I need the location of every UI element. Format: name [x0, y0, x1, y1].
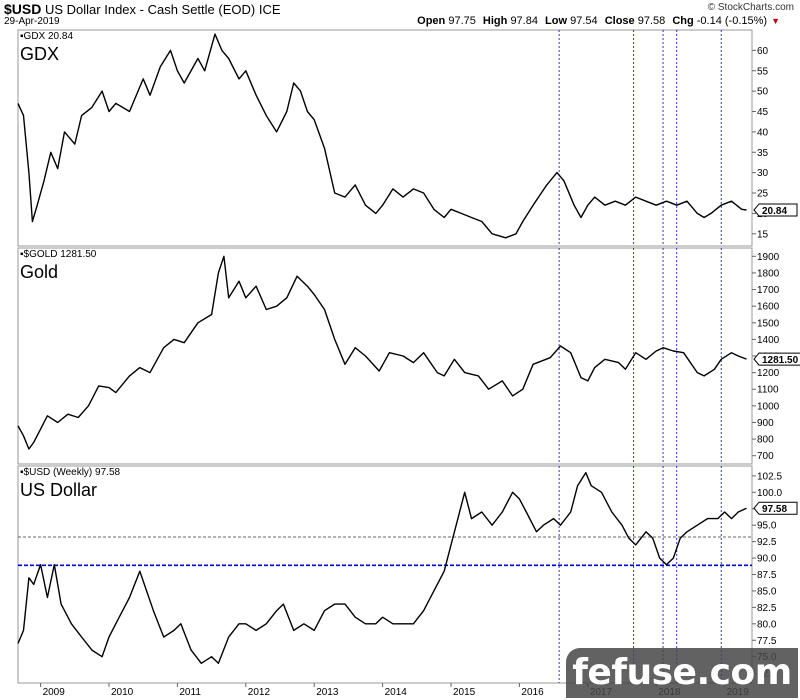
y-tick-label: 800: [757, 435, 774, 446]
price-series-line: [17, 33, 747, 239]
y-tick-label: 87.5: [757, 570, 777, 581]
y-tick-label: 77.5: [757, 636, 777, 647]
y-tick-label: 1400: [757, 335, 780, 346]
last-value-tag: [753, 352, 800, 366]
y-tick-label: 80.0: [757, 619, 777, 630]
panel-frame: [17, 247, 753, 465]
y-tick-label: 35: [757, 148, 769, 159]
high-value: 97.84: [510, 15, 538, 27]
y-tick-label: 25: [757, 189, 769, 200]
y-tick-label: 30: [757, 168, 769, 179]
y-tick-label: 95.0: [757, 521, 777, 532]
low-label: Low: [545, 15, 568, 27]
chart-date: 29-Apr-2019: [4, 16, 60, 27]
open-label: Open: [417, 15, 446, 27]
y-tick-label: 100.0: [757, 488, 782, 499]
panel-label: Gold: [20, 262, 58, 282]
y-tick-label: 1100: [757, 385, 779, 396]
instrument-name: US Dollar Index - Cash Settle (EOD): [44, 2, 256, 17]
y-tick-label: 1600: [757, 302, 780, 313]
y-tick-label: 40: [757, 127, 769, 138]
last-value-tag: [753, 501, 798, 515]
y-tick-label: 90.0: [757, 554, 777, 565]
chg-label: Chg: [672, 15, 694, 27]
y-tick-label: 82.5: [757, 603, 777, 614]
y-tick-label: 60: [757, 46, 769, 57]
y-tick-label: 1200: [757, 368, 780, 379]
panel-label: US Dollar: [20, 480, 97, 500]
watermark-badge: fefuse.com: [566, 648, 798, 698]
low-value: 97.54: [570, 15, 598, 27]
x-tick-label: 2013: [316, 687, 339, 698]
x-tick-label: 2016: [521, 687, 544, 698]
last-value-label: 97.58: [762, 504, 787, 515]
price-series-line: [17, 255, 747, 450]
y-tick-label: 1900: [757, 252, 780, 263]
exchange: ICE: [258, 2, 281, 17]
close-value: 97.58: [637, 15, 666, 27]
y-tick-label: 92.5: [757, 537, 777, 548]
watermark-text: fefuse.com: [572, 652, 792, 693]
panel-label: GDX: [20, 44, 59, 64]
open-value: 97.75: [448, 15, 476, 27]
y-tick-label: 1700: [757, 285, 780, 296]
high-label: High: [482, 15, 508, 27]
chg-value: -0.14 (-0.15%): [696, 15, 768, 27]
y-tick-label: 45: [757, 107, 769, 118]
last-value-tag: [753, 203, 798, 217]
panel-legend: ▪$GOLD 1281.50: [20, 249, 97, 260]
y-tick-label: 15: [757, 229, 769, 240]
last-value-label: 20.84: [762, 206, 787, 217]
x-tick-label: 2014: [385, 687, 408, 698]
brand-credit: © StockCharts.com: [707, 2, 794, 13]
panel-legend: ▪$USD (Weekly) 97.58: [20, 467, 121, 478]
y-tick-label: 1800: [757, 268, 780, 279]
last-value-label: 1281.50: [762, 355, 799, 366]
x-tick-label: 2009: [43, 687, 66, 698]
y-tick-label: 55: [757, 66, 769, 77]
x-tick-label: 2011: [179, 687, 201, 698]
price-series-line: [17, 471, 747, 664]
y-tick-label: 85.0: [757, 586, 777, 597]
y-tick-label: 102.5: [757, 471, 782, 482]
close-label: Close: [604, 15, 635, 27]
x-tick-label: 2012: [248, 687, 271, 698]
y-tick-label: 1500: [757, 318, 780, 329]
down-arrow-icon: ▼: [771, 16, 780, 26]
panel-frame: [17, 29, 753, 247]
panel-legend: ▪GDX 20.84: [20, 31, 73, 42]
chart-header-title: $USD US Dollar Index - Cash Settle (EOD)…: [4, 1, 281, 17]
ohlc-readout: Open 97.75 High 97.84 Low 97.54 Close 97…: [417, 15, 780, 27]
x-tick-label: 2015: [453, 687, 476, 698]
y-tick-label: 1000: [757, 401, 780, 412]
y-tick-label: 700: [757, 451, 774, 462]
y-tick-label: 50: [757, 87, 769, 98]
symbol: $USD: [4, 1, 42, 17]
y-tick-label: 900: [757, 418, 774, 429]
x-tick-label: 2010: [111, 687, 134, 698]
